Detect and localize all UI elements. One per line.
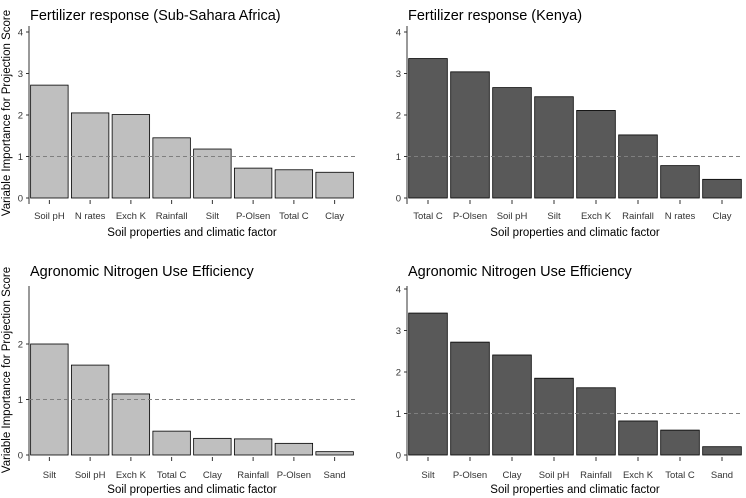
- bar-silt: [30, 343, 69, 456]
- bar-soil-ph: [30, 84, 69, 199]
- bar-p-olsen: [450, 71, 490, 199]
- x-tick-label: Exch K: [581, 211, 612, 222]
- y-tick-label: 1: [18, 395, 23, 406]
- bar-silt: [534, 96, 574, 199]
- y-tick-label: 4: [396, 285, 401, 296]
- x-tick-label: Rainfall: [580, 470, 612, 481]
- bar-p-olsen: [274, 442, 314, 456]
- x-tick-label: Exch K: [623, 470, 654, 481]
- x-tick-label: Silt: [421, 470, 435, 481]
- y-tick-label: 1: [396, 152, 401, 163]
- bar-total-c: [660, 429, 700, 456]
- x-tick-label: N rates: [75, 211, 106, 222]
- x-tick-label: Exch K: [116, 470, 147, 481]
- bar-soil-ph: [70, 364, 110, 456]
- y-tick-label: 2: [18, 340, 23, 351]
- y-tick-label: 2: [396, 368, 401, 379]
- y-tick-label: 4: [18, 28, 23, 39]
- chart-panel-2: Fertilizer response (Kenya) 0 1 2 3 4 Total C P…: [396, 8, 743, 239]
- y-tick-label: 0: [396, 451, 401, 462]
- x-tick-label: Soil pH: [497, 211, 528, 222]
- x-tick-label: Silt: [206, 211, 220, 222]
- bar-exch-k: [111, 393, 151, 456]
- x-tick-label: P-Olsen: [453, 211, 487, 222]
- x-tick-label: Total C: [157, 470, 187, 481]
- x-tick-label: N rates: [665, 211, 696, 222]
- bar-rainfall: [618, 134, 658, 199]
- x-axis-label: Soil properties and climatic factor: [107, 227, 277, 239]
- x-tick-label: P-Olsen: [236, 211, 270, 222]
- bar-total-c: [274, 169, 314, 199]
- x-tick-label: Silt: [547, 211, 561, 222]
- x-tick-label: Total C: [279, 211, 309, 222]
- x-tick-label: Exch K: [116, 211, 147, 222]
- x-tick-label: P-Olsen: [453, 470, 487, 481]
- x-tick-label: Clay: [203, 470, 222, 481]
- x-tick-label: P-Olsen: [277, 470, 311, 481]
- bar-clay: [193, 437, 232, 456]
- y-axis-label-bottom: Variable Importance for Projection Score: [1, 267, 13, 473]
- y-tick-label: 0: [18, 451, 23, 462]
- x-tick-label: Rainfall: [622, 211, 654, 222]
- x-tick-label: Total C: [665, 470, 695, 481]
- y-tick-label: 3: [396, 69, 401, 80]
- x-tick-label: Soil pH: [75, 470, 106, 481]
- chart-panel-1: Fertilizer response (Sub-Sahara Africa) 0…: [18, 8, 355, 239]
- bar-n-rates: [70, 112, 110, 199]
- x-axis-label: Soil properties and climatic factor: [490, 227, 660, 239]
- chart-title: Fertilizer response (Kenya): [408, 8, 582, 24]
- y-axis-label-top: Variable Importance for Projection Score: [1, 10, 13, 216]
- x-tick-label: Clay: [502, 470, 521, 481]
- bar-exch-k: [618, 420, 658, 456]
- bar-clay: [315, 171, 354, 199]
- bar-total-c: [408, 58, 448, 199]
- x-tick-label: Soil pH: [539, 470, 570, 481]
- chart-panel-4: Agronomic Nitrogen Use Efficiency 0 1 2 3 4 Si…: [396, 264, 743, 496]
- bar-p-olsen: [450, 341, 490, 456]
- chart-title: Fertilizer response (Sub-Sahara Africa): [30, 8, 281, 24]
- x-tick-label: Total C: [413, 211, 443, 222]
- bar-sand: [702, 446, 742, 456]
- x-tick-label: Sand: [711, 470, 733, 481]
- y-tick-label: 1: [396, 409, 401, 420]
- x-axis-label: Soil properties and climatic factor: [107, 484, 277, 496]
- x-tick-label: Rainfall: [237, 470, 269, 481]
- bar-silt: [408, 312, 448, 456]
- chart-title: Agronomic Nitrogen Use Efficiency: [30, 264, 255, 280]
- bar-rainfall: [233, 438, 273, 456]
- bar-rainfall: [152, 137, 191, 199]
- chart-title: Agronomic Nitrogen Use Efficiency: [408, 264, 633, 280]
- bar-sand: [315, 451, 354, 456]
- bar-total-c: [152, 430, 191, 456]
- bar-p-olsen: [233, 167, 273, 199]
- x-tick-label: Silt: [43, 470, 57, 481]
- y-tick-label: 2: [396, 111, 401, 122]
- chart-panel-3: Agronomic Nitrogen Use Efficiency 0 1 2 Silt…: [18, 264, 355, 496]
- bar-rainfall: [576, 387, 616, 456]
- bar-n-rates: [660, 165, 700, 199]
- bar-clay: [492, 354, 532, 456]
- y-tick-label: 1: [18, 152, 23, 163]
- x-tick-label: Clay: [712, 211, 731, 222]
- bar-soil-ph: [534, 377, 574, 456]
- y-tick-label: 0: [396, 194, 401, 205]
- bar-silt: [193, 148, 232, 199]
- bar-exch-k: [576, 110, 616, 199]
- x-tick-label: Rainfall: [156, 211, 188, 222]
- y-tick-label: 4: [396, 28, 401, 39]
- bar-clay: [702, 178, 742, 199]
- y-tick-label: 0: [18, 194, 23, 205]
- x-tick-label: Clay: [325, 211, 344, 222]
- y-tick-label: 3: [18, 69, 23, 80]
- x-tick-label: Sand: [324, 470, 346, 481]
- x-tick-label: Soil pH: [34, 211, 65, 222]
- bar-soil-ph: [492, 87, 532, 199]
- y-tick-label: 3: [396, 326, 401, 337]
- x-axis-label: Soil properties and climatic factor: [490, 484, 660, 496]
- y-tick-label: 2: [18, 111, 23, 122]
